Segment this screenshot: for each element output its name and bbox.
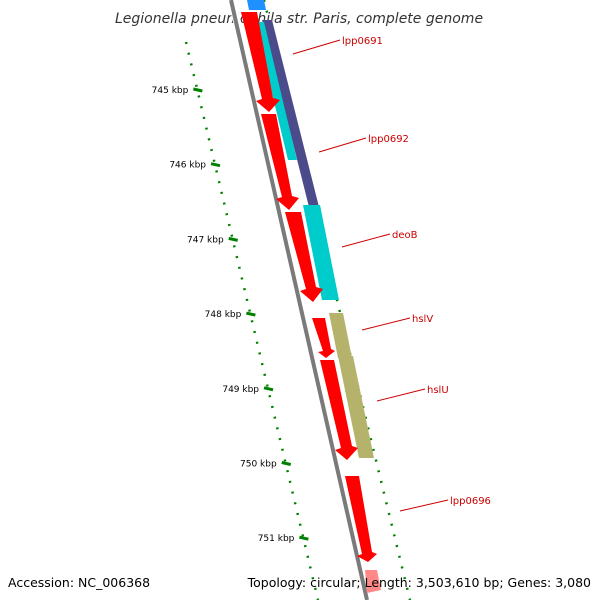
- gene-label-layer: lpp0691 lpp0692 deoB hslV hslU lpp0696: [292, 36, 491, 512]
- gene-leader-line: [341, 233, 391, 248]
- gene-arrow-lpp0692: [261, 114, 299, 210]
- tick-mark: [263, 386, 274, 392]
- tick-label: 748 kbp: [205, 310, 242, 320]
- tick-label: 746 kbp: [169, 161, 206, 171]
- tick-label: 745 kbp: [152, 86, 189, 96]
- tick-mark: [228, 236, 239, 242]
- gene-arrow-deoB: [285, 212, 323, 302]
- gene-arrows: [241, 12, 381, 593]
- tick-label: 751 kbp: [258, 534, 295, 544]
- gene-label-lpp0691[interactable]: lpp0691: [342, 36, 383, 47]
- feature-khaki-hslV: [329, 313, 352, 358]
- tick-mark: [246, 311, 256, 317]
- gene-leader-line: [361, 317, 411, 331]
- feature-track-colored: [247, 0, 374, 458]
- gene-arrow-partial: [365, 570, 381, 593]
- gene-label-lpp0696[interactable]: lpp0696: [450, 496, 491, 507]
- tick-mark: [299, 535, 309, 541]
- tick-label: 749 kbp: [222, 385, 259, 395]
- feature-cyan-lpp0691: [255, 22, 297, 160]
- topology-text: Topology: circular; Length: 3,503,610 bp…: [247, 575, 591, 590]
- gene-arrow-lpp0691: [241, 12, 280, 112]
- gene-label-deob[interactable]: deoB: [392, 230, 418, 241]
- backbone: [228, 0, 372, 600]
- tick-mark: [281, 461, 292, 466]
- gene-label-lpp0692[interactable]: lpp0692: [368, 134, 409, 145]
- tick-layer: 745 kbp 746 kbp 747 kbp 748 kbp 749 kbp 750 k…: [152, 86, 309, 544]
- feature-khaki-hslU: [338, 356, 374, 458]
- gene-label-hslu[interactable]: hslU: [427, 385, 449, 396]
- feature-navy-lpp0691: [262, 20, 319, 207]
- tick-label: 747 kbp: [187, 235, 224, 245]
- feature-blue-top: [247, 0, 266, 10]
- tick-label: 750 kbp: [240, 460, 277, 470]
- gene-leader-line: [292, 39, 341, 55]
- gene-label-hslv[interactable]: hslV: [412, 314, 433, 325]
- gene-leader-line: [318, 137, 367, 153]
- gene-leader-line: [376, 388, 426, 402]
- inner-dotted-track: [184, 41, 320, 600]
- gene-arrow-lpp0696: [345, 476, 377, 562]
- tick-mark: [210, 162, 221, 168]
- gene-leader-line: [399, 499, 449, 512]
- gene-arrow-hslU: [320, 360, 358, 460]
- map-title: Legionella pneumophila str. Paris, compl…: [115, 11, 483, 27]
- feature-cyan-deoB: [303, 205, 339, 300]
- gene-arrow-hslV: [312, 318, 335, 358]
- accession-text: Accession: NC_006368: [8, 575, 150, 590]
- tick-mark: [193, 87, 203, 93]
